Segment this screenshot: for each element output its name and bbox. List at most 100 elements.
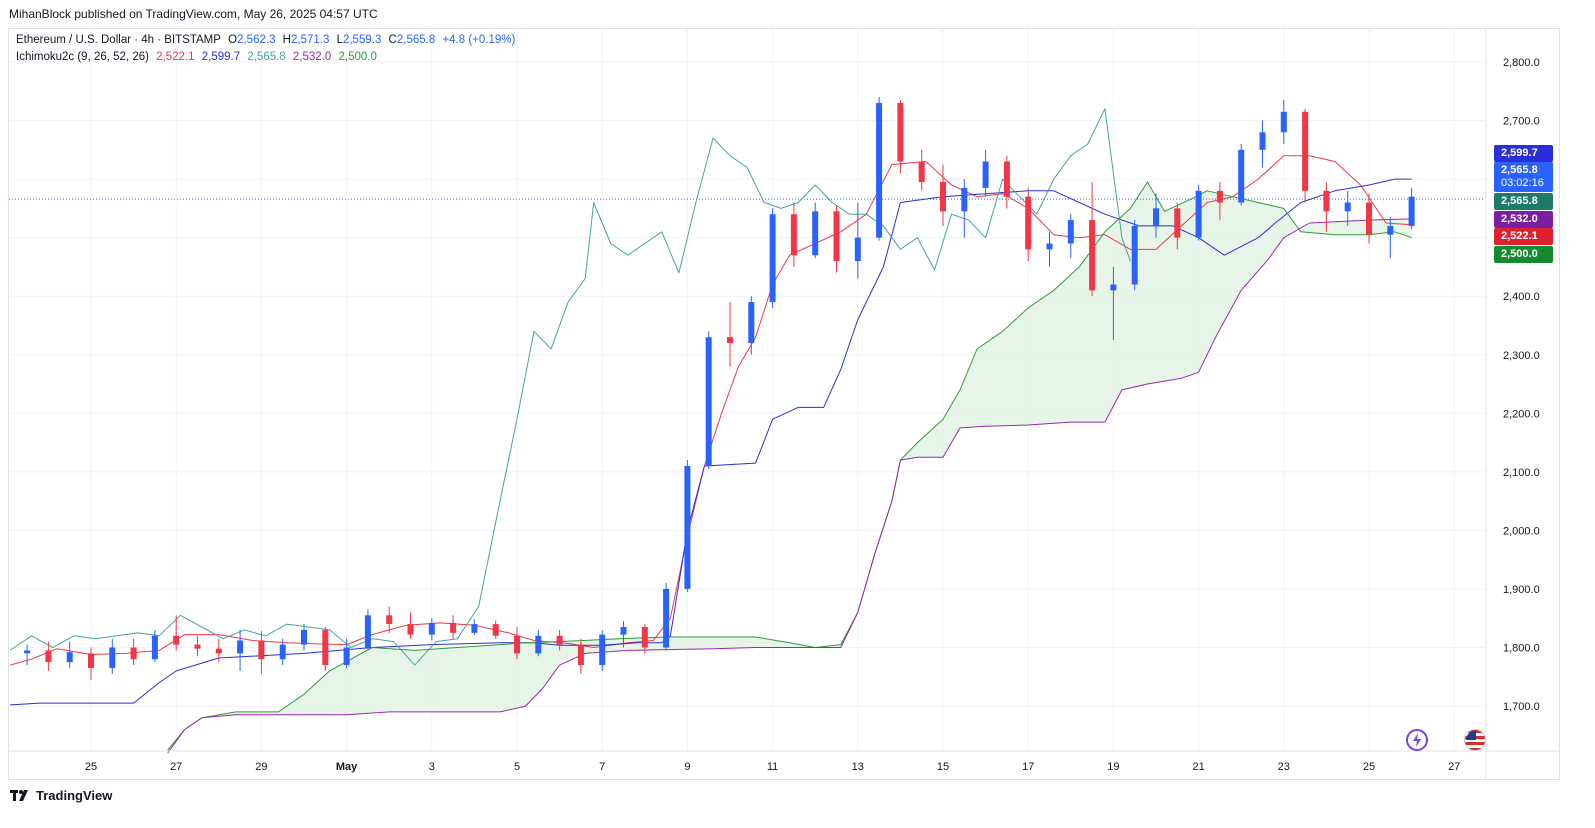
candle-body	[301, 629, 307, 645]
candle-body	[641, 627, 648, 648]
candle-body	[1195, 190, 1202, 238]
last-price-value: 2,565.8	[1501, 164, 1538, 176]
candle-body	[1089, 220, 1096, 291]
base-line-line	[10, 178, 1412, 706]
close-label: C	[388, 34, 397, 46]
candle-body	[535, 635, 542, 654]
candlestick-series	[24, 97, 1415, 680]
indicator-base-value: 2,599.7	[201, 51, 241, 63]
low-value: 2,559.3	[342, 34, 382, 46]
candle-body	[1110, 284, 1117, 291]
candle-body	[1408, 196, 1415, 226]
price-tick-label: 2,000.0	[1503, 525, 1540, 537]
candle-body	[1153, 208, 1159, 226]
candle-body	[24, 650, 31, 654]
candle-body	[961, 187, 968, 212]
low-label: L	[336, 34, 343, 46]
candle-body	[471, 624, 478, 633]
close-value: 2,565.8	[396, 34, 436, 46]
candle-body	[1046, 243, 1053, 250]
candle-body	[151, 635, 158, 660]
candle-body	[514, 635, 520, 654]
lagging-price-tag: 2,565.8	[1494, 193, 1553, 210]
time-tick-label: 27	[1448, 761, 1460, 773]
chart-frame[interactable]	[8, 28, 1560, 780]
conversion-price-tag: 2,522.1	[1494, 228, 1553, 245]
candle-body	[1003, 161, 1010, 197]
time-tick-label: 9	[684, 761, 690, 773]
high-label: H	[282, 34, 291, 46]
time-tick-label: 19	[1107, 761, 1119, 773]
candle-body	[492, 624, 499, 636]
ichimoku-cloud	[167, 182, 1412, 753]
candle-body	[1280, 111, 1287, 133]
spana-price-tag: 2,500.0	[1494, 246, 1553, 263]
footer-brand-text: TradingView	[36, 788, 113, 803]
candle-body	[705, 337, 712, 466]
candle-body	[1302, 111, 1309, 191]
us-flag-icon[interactable]	[1464, 729, 1486, 751]
candle-body	[940, 182, 946, 212]
time-tick-label: 21	[1192, 761, 1204, 773]
candle-body	[386, 615, 393, 625]
price-tick-label: 1,700.0	[1503, 701, 1540, 713]
indicator-lagging-value: 2,565.8	[247, 51, 286, 63]
lightning-icon[interactable]	[1406, 729, 1428, 751]
high-value: 2,571.3	[290, 34, 330, 46]
time-tick-label: 13	[852, 761, 864, 773]
price-tick-label: 2,800.0	[1503, 57, 1540, 69]
candle-body	[88, 653, 94, 668]
time-tick-label: 11	[767, 761, 778, 773]
candle-body	[1067, 220, 1074, 244]
open-label: O	[228, 34, 238, 46]
price-tick-label: 2,700.0	[1503, 116, 1540, 128]
time-axis: 25 27 29 May 3 5 7 9 11 13 15 17 19 21 23 25 27	[85, 761, 1460, 773]
candle-body	[1025, 196, 1032, 250]
base-line-price-tag: 2,599.7	[1494, 145, 1553, 162]
candle-body	[1174, 208, 1181, 238]
spanb-price-tag: 2,532.0	[1494, 211, 1553, 228]
candle-body	[812, 211, 819, 256]
lagging-span-line	[9, 108, 1131, 666]
candle-body	[173, 635, 180, 645]
candle-body	[833, 211, 840, 262]
candle-body	[1238, 149, 1245, 203]
time-tick-label: 29	[255, 761, 267, 773]
candle-body	[854, 237, 861, 262]
candle-body	[918, 161, 925, 183]
candle-body	[790, 214, 797, 256]
candle-body	[194, 644, 201, 649]
bar-countdown: 03:02:16	[1501, 177, 1544, 189]
candle-body	[130, 647, 137, 660]
change-value: +4.8 (+0.19%)	[442, 34, 516, 46]
price-tick-label: 2,400.0	[1503, 291, 1540, 303]
candle-body	[450, 622, 457, 633]
candle-body	[684, 465, 691, 589]
candle-body	[343, 647, 350, 666]
time-tick-label: 15	[937, 761, 949, 773]
candle-body	[982, 161, 989, 188]
symbol-title: Ethereum / U.S. Dollar · 4h · BITSTAMP	[16, 34, 221, 46]
candle-body	[897, 102, 904, 162]
candle-body	[1344, 202, 1351, 212]
candle-body	[727, 337, 733, 344]
open-value: 2,562.3	[237, 34, 276, 46]
candle-body	[428, 622, 435, 635]
symbol-legend: Ethereum / U.S. Dollar · 4h · BITSTAMP O…	[16, 34, 515, 46]
time-tick-label: May	[336, 761, 358, 773]
time-tick-label: 17	[1022, 761, 1034, 773]
candle-body	[1131, 225, 1138, 285]
candle-body	[322, 629, 329, 666]
candle-body	[66, 652, 73, 663]
candle-body	[258, 640, 265, 660]
time-tick-label: 5	[514, 761, 520, 773]
candle-body	[599, 634, 606, 666]
indicator-title: Ichimoku2c (9, 26, 52, 26)	[16, 51, 149, 63]
candle-body	[407, 624, 414, 635]
time-tick-label: 3	[429, 761, 435, 773]
time-tick-label: 27	[170, 761, 182, 773]
footer-brand[interactable]: TradingView	[10, 788, 112, 803]
candle-body	[1323, 190, 1330, 212]
candle-body	[556, 635, 563, 645]
